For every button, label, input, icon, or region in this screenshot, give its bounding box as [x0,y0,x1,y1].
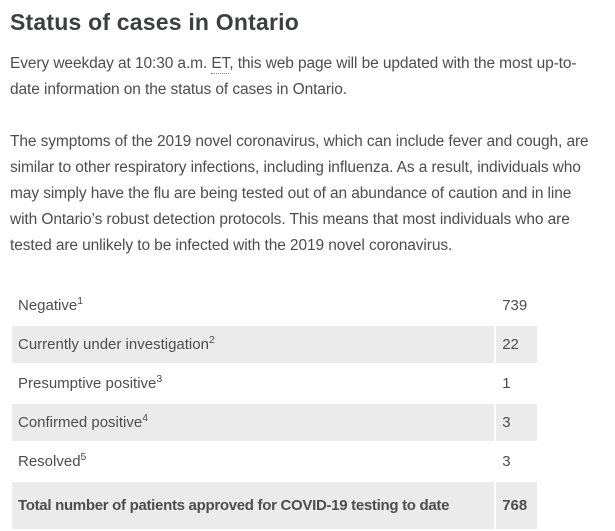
row-label-text: Negative [18,297,78,314]
row-label: Confirmed positive4 [12,404,495,441]
footnote-marker: 4 [142,412,149,424]
page-title: Status of cases in Ontario [10,9,299,35]
footnote-marker: 1 [77,295,84,307]
cases-status-table: Negative1 739 Currently under investigat… [10,285,539,531]
table-row-negative: Negative1 739 [12,287,537,324]
row-label: Negative1 [12,287,494,324]
symptoms-paragraph: The symptoms of the 2019 novel coronavir… [10,133,589,254]
table-row-total: Total number of patients approved for CO… [12,482,537,529]
row-value: 3 [496,404,537,441]
page-container: Status of cases in Ontario Every weekday… [0,8,615,531]
row-value: 3 [502,453,511,470]
row-label-text: Confirmed positive [18,414,143,431]
table-row-resolved: Resolved5 3 [12,443,537,480]
row-label-text: Presumptive positive [18,375,157,392]
row-value: 22 [496,326,537,363]
row-label: Currently under investigation2 [12,326,495,363]
table-row-presumptive-positive: Presumptive positive3 1 [12,365,537,402]
et-abbreviation: ET [211,55,230,74]
intro-paragraph: Every weekday at 10:30 a.m. ET, this web… [10,51,598,103]
total-label: Total number of patients approved for CO… [12,482,495,529]
row-value: 739 [502,297,528,314]
footnote-marker: 3 [156,373,163,385]
row-label: Presumptive positive3 [12,365,494,402]
total-value: 768 [496,482,537,529]
intro-text-before: Every weekday at 10:30 a.m. [10,55,212,72]
table-row-confirmed-positive: Confirmed positive4 3 [12,404,537,441]
table-row-under-investigation: Currently under investigation2 22 [12,326,537,363]
row-label: Resolved5 [12,443,494,480]
footnote-marker: 2 [208,334,215,346]
row-label-text: Resolved [18,453,81,470]
row-label-text: Currently under investigation [18,336,209,353]
footnote-marker: 5 [80,451,87,463]
row-value: 1 [502,375,511,392]
intro-text-after: , this web page will be updated with the… [10,55,577,98]
